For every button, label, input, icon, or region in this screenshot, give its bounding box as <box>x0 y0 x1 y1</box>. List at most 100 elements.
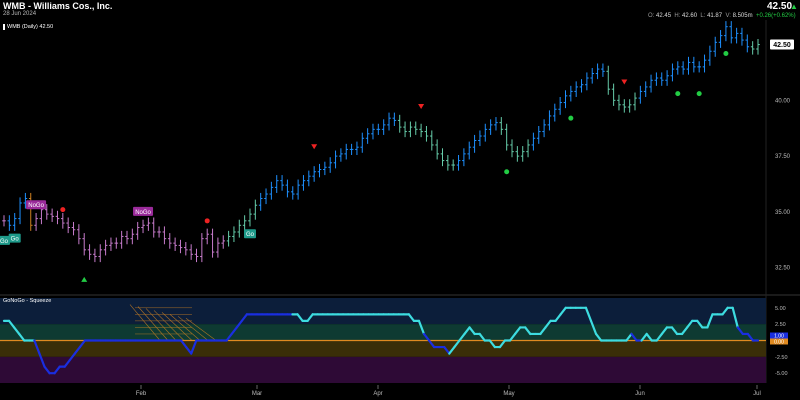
regime-label: Go <box>0 239 9 245</box>
oscillator-segment <box>645 332 653 342</box>
price-bar <box>194 248 199 263</box>
oscillator-segment <box>625 332 633 342</box>
price-bar <box>162 226 167 245</box>
price-bar <box>184 242 188 256</box>
oscillator-segment <box>488 339 496 349</box>
price-bar <box>574 81 578 97</box>
price-bar <box>157 226 161 238</box>
price-bar <box>328 157 332 173</box>
price-bar <box>478 130 482 147</box>
price-bar <box>526 139 530 158</box>
price-bar <box>622 99 627 113</box>
oscillator-segment <box>427 339 436 349</box>
dot-marker <box>723 50 729 56</box>
oscillator-segment <box>73 345 82 355</box>
oscillator-segment <box>68 352 76 362</box>
price-bar <box>430 130 434 151</box>
oscillator-segment <box>594 332 603 342</box>
oscillator-segment <box>63 359 71 368</box>
triangle-up-icon: ▲ <box>790 2 798 11</box>
price-bar <box>98 244 103 263</box>
price-bar <box>312 166 316 182</box>
price-bar <box>290 186 295 200</box>
price-bar <box>659 72 664 86</box>
oscillator-segment <box>225 332 233 342</box>
indicator-panel <box>0 298 766 383</box>
price-bar <box>456 155 461 171</box>
price-bar <box>221 235 226 249</box>
indicator-badge-label: 1.00 <box>774 333 784 339</box>
price-bar <box>558 96 562 115</box>
oscillator-segment <box>458 332 466 342</box>
oscillator-segment <box>670 326 679 336</box>
oscillator-segment <box>190 339 198 355</box>
price-bar <box>595 63 600 80</box>
price-bar <box>531 132 536 151</box>
oscillator-segment <box>453 339 461 349</box>
main-legend: WMB (Daily) 42.50 <box>3 24 53 30</box>
oscillator-segment <box>78 339 87 349</box>
price-bar <box>77 224 81 245</box>
indicator-zone <box>0 298 766 325</box>
low-label: L: <box>700 13 706 19</box>
price-bar <box>740 27 744 46</box>
price-bar <box>296 179 300 200</box>
price-bar <box>93 248 97 263</box>
squeeze-line <box>137 306 169 341</box>
oscillator-segment <box>448 345 456 355</box>
oscillator-segment <box>584 306 593 322</box>
regime-label-box <box>0 235 10 245</box>
indicator-tick-label: 2.50 <box>775 322 786 328</box>
oscillator-segment <box>514 326 522 336</box>
regime-label: Go <box>11 237 20 243</box>
dot-marker <box>504 169 510 175</box>
signal-markers <box>60 50 729 282</box>
oscillator-segment <box>706 313 714 329</box>
price-tick-label: 32.50 <box>775 266 791 272</box>
price-bar <box>269 181 274 200</box>
price-bar <box>552 103 557 122</box>
oscillator-segment <box>443 345 451 355</box>
price-bar <box>499 117 504 135</box>
oscillator-segment <box>407 313 415 322</box>
price-bar <box>55 210 60 225</box>
open-label: O: <box>648 13 655 19</box>
oscillator-segment <box>422 332 431 342</box>
price-bar <box>226 230 231 247</box>
price-bar <box>702 54 707 73</box>
dot-marker <box>568 115 574 121</box>
price-bar <box>729 21 734 44</box>
price-bar <box>274 175 279 193</box>
price-bar <box>697 61 701 73</box>
squeeze-line <box>185 318 217 341</box>
price-bar <box>718 30 723 48</box>
squeeze-line <box>177 316 209 341</box>
price-bar <box>103 239 108 256</box>
price-bar <box>360 132 365 153</box>
oscillator-segment <box>524 326 532 336</box>
oscillator-segment <box>240 313 248 322</box>
x-tick-label: Apr <box>373 391 382 397</box>
price-bar <box>403 121 407 138</box>
price-bar <box>82 233 87 256</box>
oscillator-segment <box>468 326 476 336</box>
open-value: 42.45 <box>656 13 672 19</box>
oscillator-segment <box>680 326 689 336</box>
price-bar <box>611 83 616 106</box>
price-bar <box>371 123 375 140</box>
price-bar <box>467 141 472 160</box>
oscillator-segment <box>746 332 755 342</box>
price-bar <box>638 85 643 104</box>
price-bar <box>44 204 49 220</box>
price-bar <box>483 123 488 142</box>
oscillator-segment <box>306 313 314 322</box>
price-bar <box>114 237 119 249</box>
price-bar <box>381 119 386 135</box>
price-bar <box>301 175 306 191</box>
price-bar <box>446 155 450 171</box>
price-bar <box>419 123 423 138</box>
oscillator-segment <box>686 319 694 329</box>
price-bar <box>2 215 6 227</box>
triangle-down-marker <box>621 79 628 85</box>
